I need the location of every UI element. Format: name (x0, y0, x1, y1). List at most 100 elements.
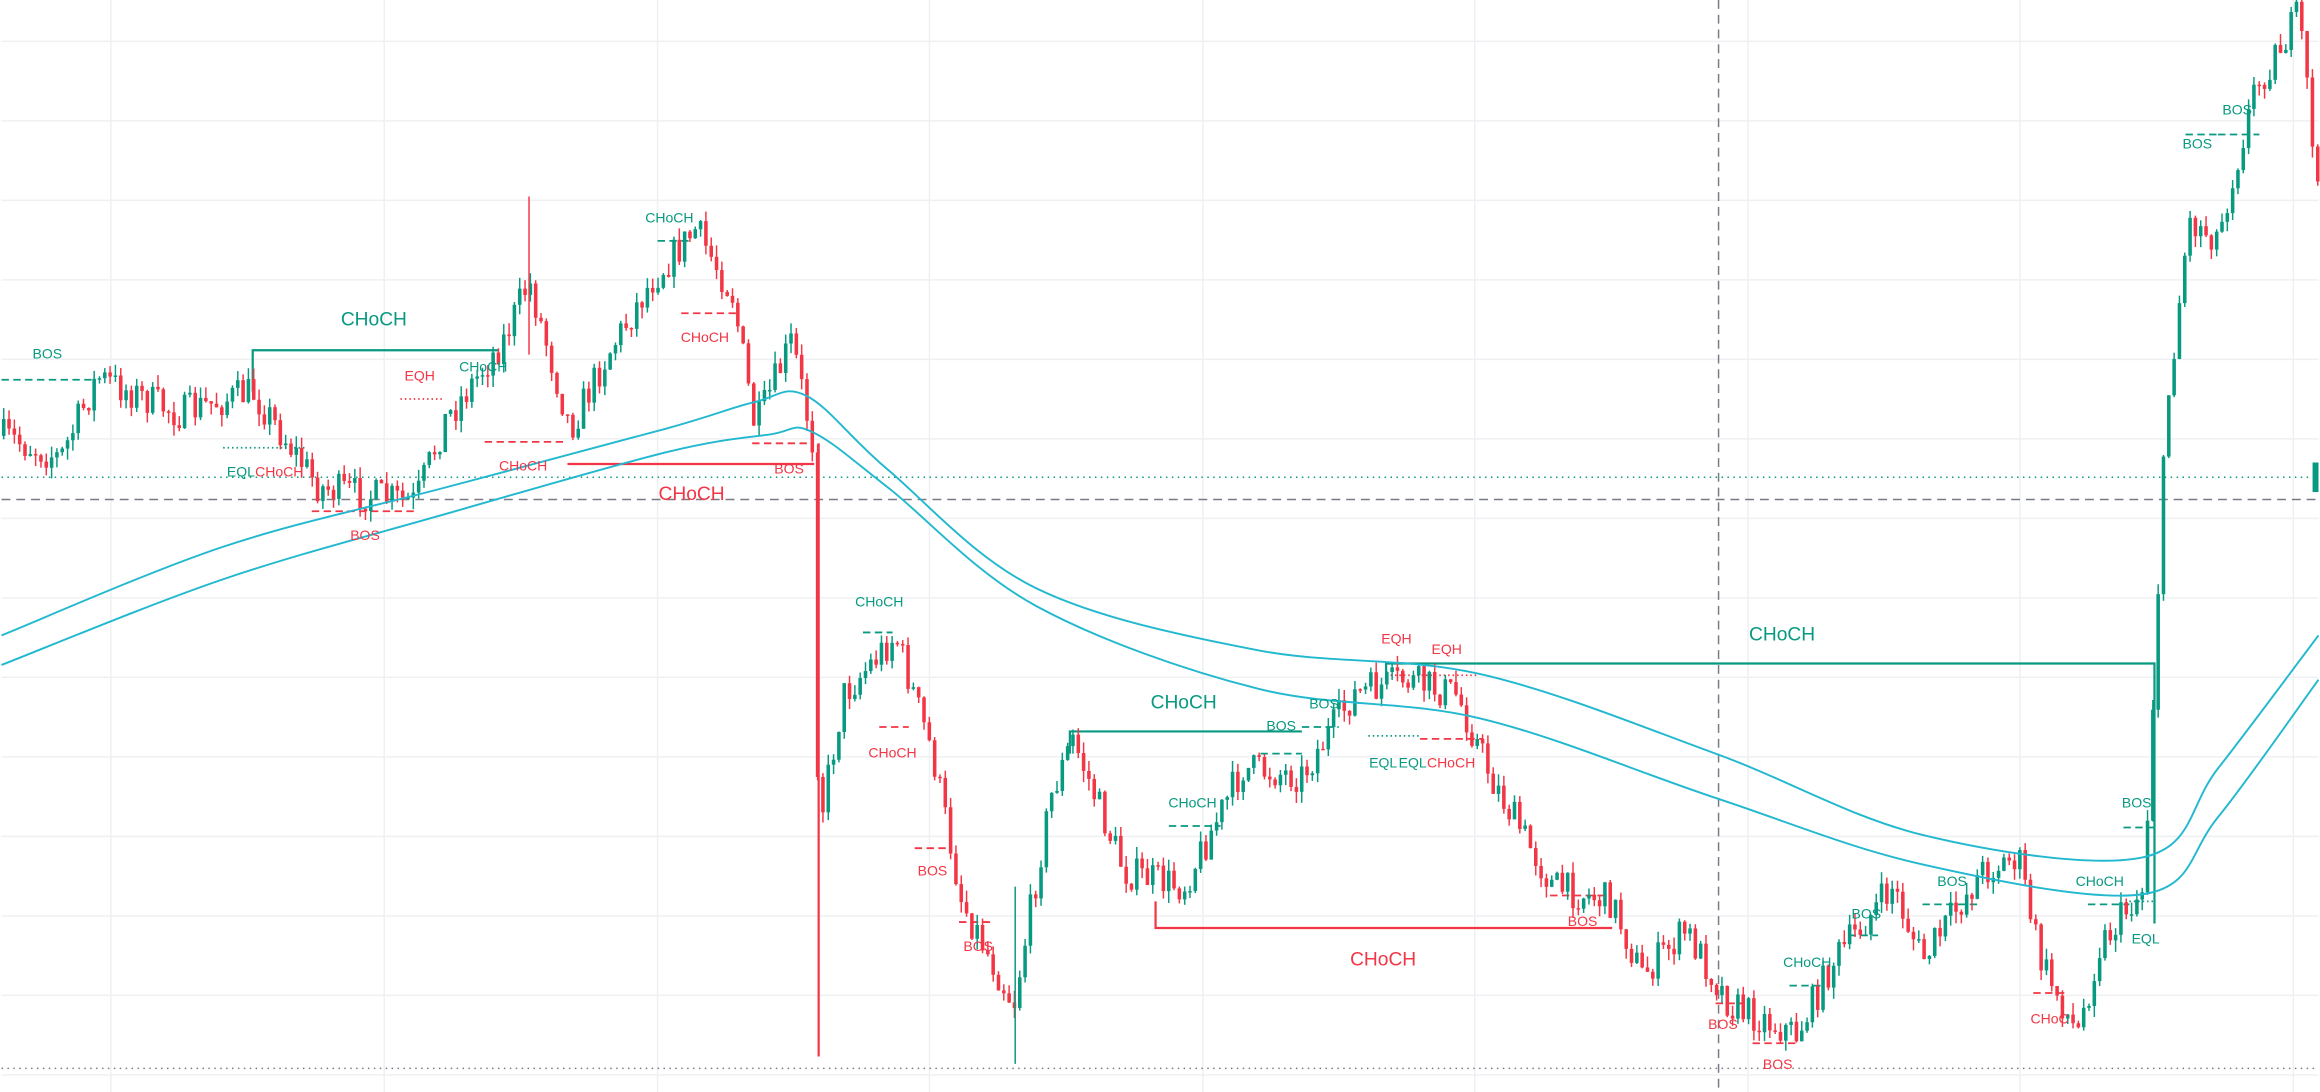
candle-body (789, 333, 793, 344)
candle-body (1651, 971, 1655, 979)
candle-body (299, 447, 304, 467)
candle-body (214, 403, 219, 408)
candle-body (2289, 11, 2293, 50)
candle-body (2204, 226, 2208, 236)
candle-body (76, 403, 80, 434)
candle-body (71, 433, 75, 441)
candle-body (422, 465, 426, 481)
candle-body (1262, 756, 1267, 777)
candle-body (1342, 700, 1347, 711)
candle-body (1379, 684, 1384, 699)
candle-body (1688, 928, 1692, 934)
candle-body (44, 461, 49, 468)
candle-body (1932, 927, 1937, 956)
candle-body (1901, 891, 1905, 919)
candle-body (1714, 984, 1719, 996)
candle-body (539, 317, 543, 322)
annotation-label: CHoCH (255, 464, 303, 480)
candle-body (1241, 780, 1245, 792)
annotation-label: EQL (1399, 755, 1427, 771)
candle-body (2018, 850, 2022, 870)
annotation-label: CHoCH (1749, 624, 1815, 645)
candle-body (1166, 870, 1171, 892)
candle-body (2220, 221, 2224, 232)
candle-body (1470, 732, 1474, 746)
candle-body (33, 454, 38, 456)
candle-body (693, 229, 698, 239)
candle-body (1704, 943, 1708, 979)
candle-body (2124, 902, 2129, 915)
candle-body (746, 343, 751, 384)
candle-body (406, 497, 410, 500)
candle-body (624, 323, 628, 328)
annotation-label: CHoCH (855, 594, 903, 610)
candle-body (1752, 998, 1756, 1031)
candle-body (1119, 835, 1123, 867)
candle-body (1885, 883, 1889, 904)
candle-body (188, 392, 192, 395)
candle-body (2050, 959, 2054, 987)
candle-body (1023, 945, 1027, 978)
candle-body (1055, 790, 1059, 793)
candle-body (454, 410, 458, 421)
candle-body (97, 378, 102, 380)
candle-body (826, 764, 831, 813)
candle-body (2214, 231, 2219, 250)
moving-average (1, 390, 2320, 862)
candle-body (1539, 865, 1543, 879)
candle-body (87, 408, 91, 411)
candle-body (262, 414, 267, 425)
annotation-label: EQH (1431, 641, 1461, 657)
candle-body (1980, 861, 1985, 876)
candle-body (1528, 825, 1533, 849)
candle-body (927, 722, 932, 741)
candle-body (1826, 965, 1831, 988)
candle-body (980, 925, 985, 951)
candle-body (1938, 927, 1942, 937)
candle-body (342, 473, 346, 481)
candle-body (7, 419, 11, 429)
candle-body (1693, 928, 1698, 959)
annotation-label: BOS (33, 345, 63, 361)
candle-body (645, 287, 650, 308)
candle-body (1193, 868, 1198, 892)
candle-body (65, 440, 70, 449)
candle-body (714, 256, 719, 271)
candle-body (831, 759, 836, 765)
candle-body (757, 401, 761, 426)
candle-body (1, 419, 6, 436)
candle-body (241, 380, 245, 403)
candle-body (688, 231, 692, 239)
candle-body (2172, 358, 2176, 396)
bos-lines (1, 133, 2260, 1045)
candle-body (608, 353, 612, 370)
candle-body (517, 288, 522, 305)
candle-body (1549, 879, 1554, 887)
candle-body (1815, 986, 1820, 1010)
annotation-label: BOS (2183, 136, 2213, 152)
candle-body (1709, 978, 1714, 985)
candle-body (1087, 770, 1091, 779)
candle-body (2278, 44, 2283, 53)
candle-body (996, 974, 1001, 991)
candle-body (1432, 671, 1437, 695)
candle-body (959, 884, 964, 903)
candle-body (682, 231, 687, 262)
candle-body (1619, 899, 1623, 930)
candle-body (549, 345, 554, 373)
candle-body (2002, 857, 2006, 871)
candle-body (60, 448, 65, 453)
candle-body (103, 372, 107, 379)
candle-body (326, 486, 330, 490)
candle-body (1773, 1030, 1777, 1032)
candle-body (1496, 785, 1501, 794)
candle-body (1964, 894, 1969, 915)
candle-body (134, 385, 139, 408)
candle-body (1656, 942, 1660, 979)
candle-body (869, 659, 873, 672)
candle-body (1895, 888, 1900, 892)
candle-body (581, 388, 586, 429)
annotation-label: BOS (1852, 905, 1882, 921)
candle-body (2198, 226, 2203, 237)
candle-body (236, 380, 240, 388)
